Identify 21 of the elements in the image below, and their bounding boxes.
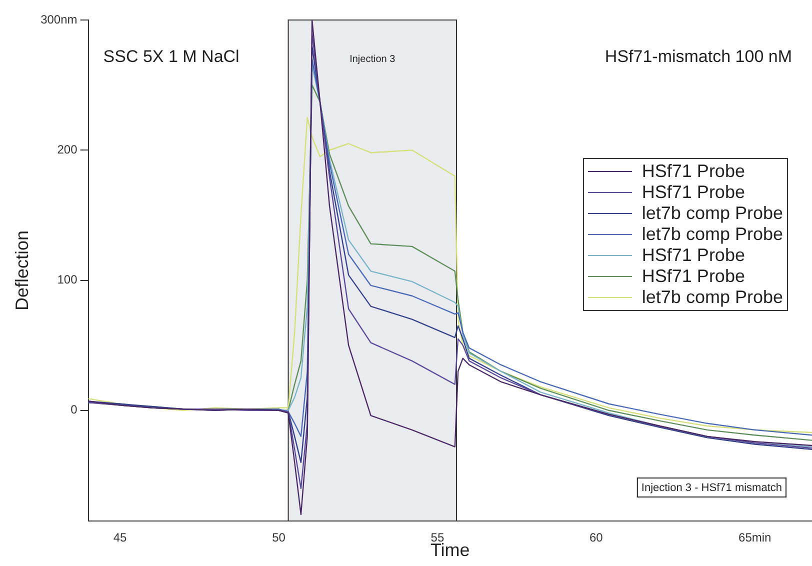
y-tick-label: 200: [57, 142, 78, 156]
legend-label: HSf71 Probe: [642, 245, 745, 266]
legend-label: HSf71 Probe: [642, 182, 745, 203]
y-tick-label: 300nm: [40, 12, 78, 26]
annotation: Injection 3 - HSf71 mismatch: [641, 482, 782, 494]
x-axis-title: Time: [430, 540, 470, 560]
x-tick-label: 50: [272, 530, 286, 545]
legend-label: let7b comp Probe: [642, 203, 783, 224]
x-tick-label: 65min: [738, 530, 772, 545]
y-tick-label: 100: [57, 272, 78, 287]
annotation: HSf71-mismatch 100 nM: [604, 47, 792, 66]
annotation: SSC 5X 1 M NaCl: [103, 47, 240, 66]
x-tick-label: 60: [589, 530, 604, 545]
y-axis-title: Deflection: [12, 230, 32, 311]
y-tick-label: 0: [70, 402, 78, 417]
legend-label: HSf71 Probe: [642, 161, 745, 182]
legend-label: let7b comp Probe: [642, 287, 783, 308]
band-label: Injection 3: [350, 54, 396, 65]
legend-label: HSf71 Probe: [642, 266, 745, 287]
legend-label: let7b comp Probe: [642, 224, 783, 245]
x-tick-label: 45: [113, 530, 128, 545]
